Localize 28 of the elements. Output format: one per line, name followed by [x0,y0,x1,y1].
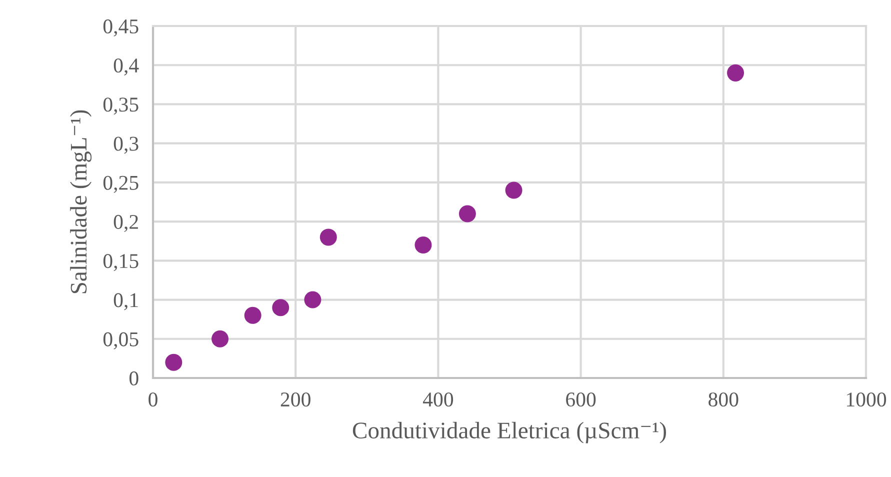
point [212,330,229,348]
point [272,299,290,316]
x-tick-label: 200 [280,392,310,407]
point [505,182,522,199]
x-tick-label: 1000 [847,392,886,407]
x-tick-label: 600 [566,392,596,407]
y-tick-label: 0,25 [103,176,138,193]
x-tick-label: 0 [148,392,158,407]
y-tick-label: 0 [129,371,138,386]
y-tick-label: 0,05 [103,332,138,350]
y-tick-label: 0,4 [114,58,139,76]
point [414,236,432,254]
point [727,64,744,82]
point [304,291,322,308]
x-axis-title: Condutividade Eletrica (µScm⁻¹) [352,422,666,444]
y-tick-label: 0,15 [103,254,138,272]
y-tick-label: 0,35 [103,98,138,115]
y-tick-label: 0,1 [114,293,138,310]
point [165,354,182,371]
y-axis-title: Salinidade (mgL⁻¹) [70,110,92,294]
x-tick-label: 800 [708,392,738,407]
point [244,306,262,324]
y-tick-label: 0,3 [114,136,138,154]
x-tick-label: 400 [422,392,454,407]
y-tick-label: 0,2 [114,214,138,232]
point [458,205,476,222]
point [320,228,337,246]
y-tick-label: 0,45 [103,19,138,36]
